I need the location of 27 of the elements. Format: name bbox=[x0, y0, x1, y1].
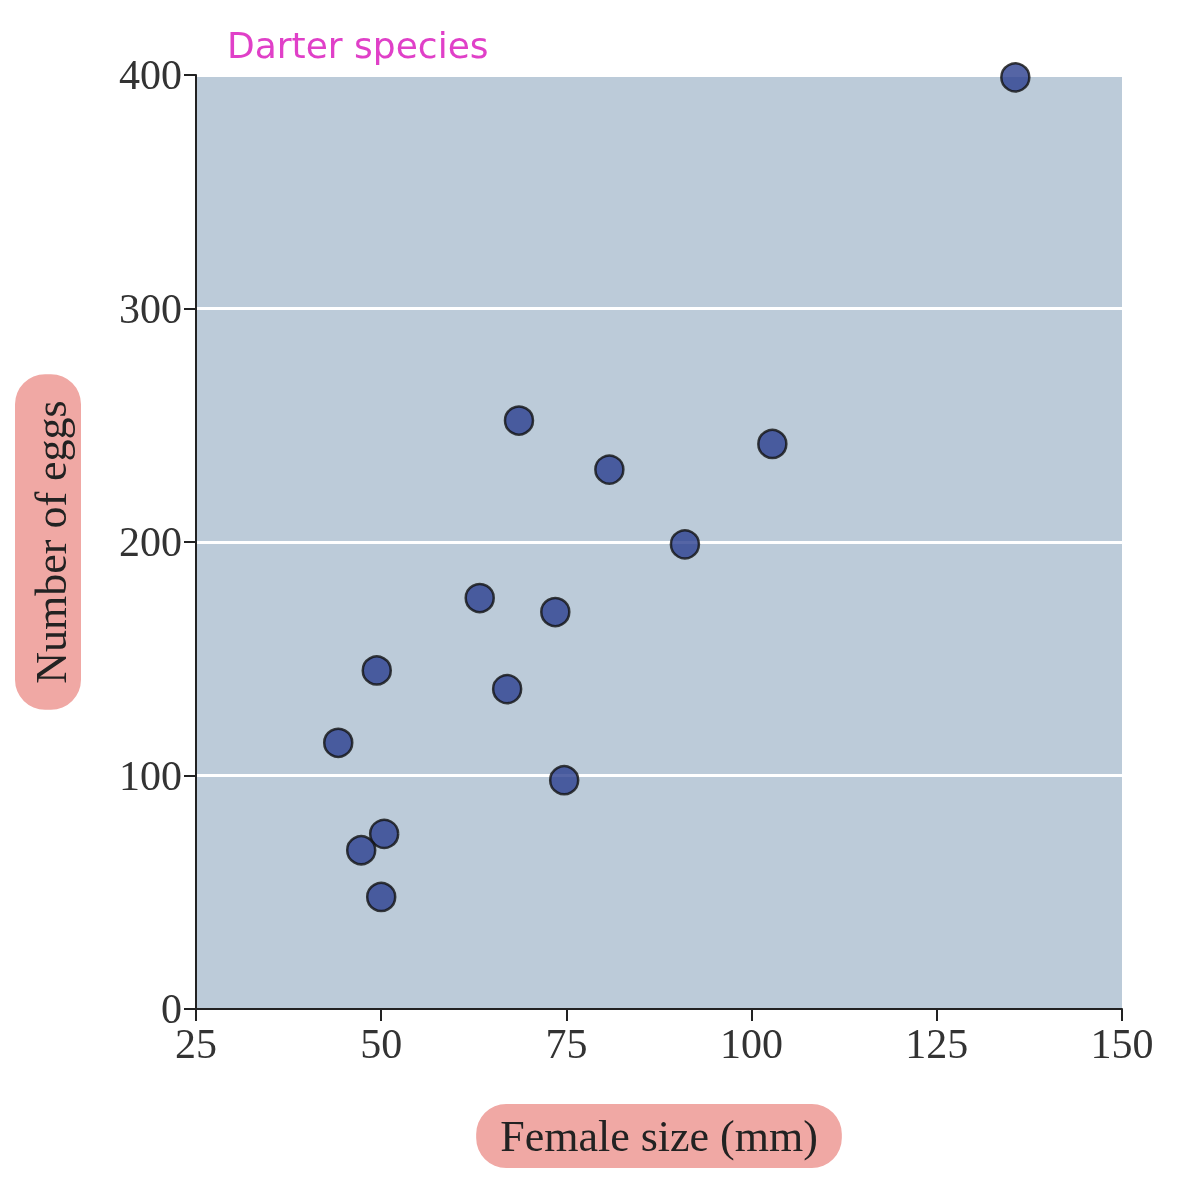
x-tick-label: 100 bbox=[720, 1021, 784, 1067]
x-tick-label: 75 bbox=[545, 1021, 588, 1067]
point bbox=[365, 881, 397, 913]
point bbox=[345, 834, 377, 866]
point bbox=[368, 818, 400, 850]
point bbox=[1000, 62, 1031, 93]
y-tick-label: 400 bbox=[119, 52, 182, 98]
point bbox=[757, 428, 788, 460]
point bbox=[491, 673, 523, 705]
x-tick-label: 125 bbox=[905, 1021, 969, 1067]
point bbox=[548, 764, 580, 796]
point bbox=[323, 727, 354, 759]
point bbox=[361, 655, 393, 686]
x-tick-label: 150 bbox=[1090, 1021, 1154, 1067]
x-tick-label: 25 bbox=[175, 1021, 217, 1067]
y-tick-label: 200 bbox=[119, 519, 182, 565]
point bbox=[540, 596, 571, 628]
point bbox=[503, 405, 535, 436]
y-tick-label: 300 bbox=[119, 285, 182, 332]
y-axis-title: Number of eggs bbox=[26, 400, 76, 684]
point bbox=[669, 529, 701, 560]
x-axis-title: Female size (mm) bbox=[500, 1111, 818, 1161]
point bbox=[594, 454, 625, 485]
point bbox=[464, 582, 495, 614]
y-tick-label: 100 bbox=[119, 752, 182, 799]
chart-title: Darter species bbox=[227, 24, 489, 66]
x-tick-label: 50 bbox=[360, 1021, 403, 1067]
